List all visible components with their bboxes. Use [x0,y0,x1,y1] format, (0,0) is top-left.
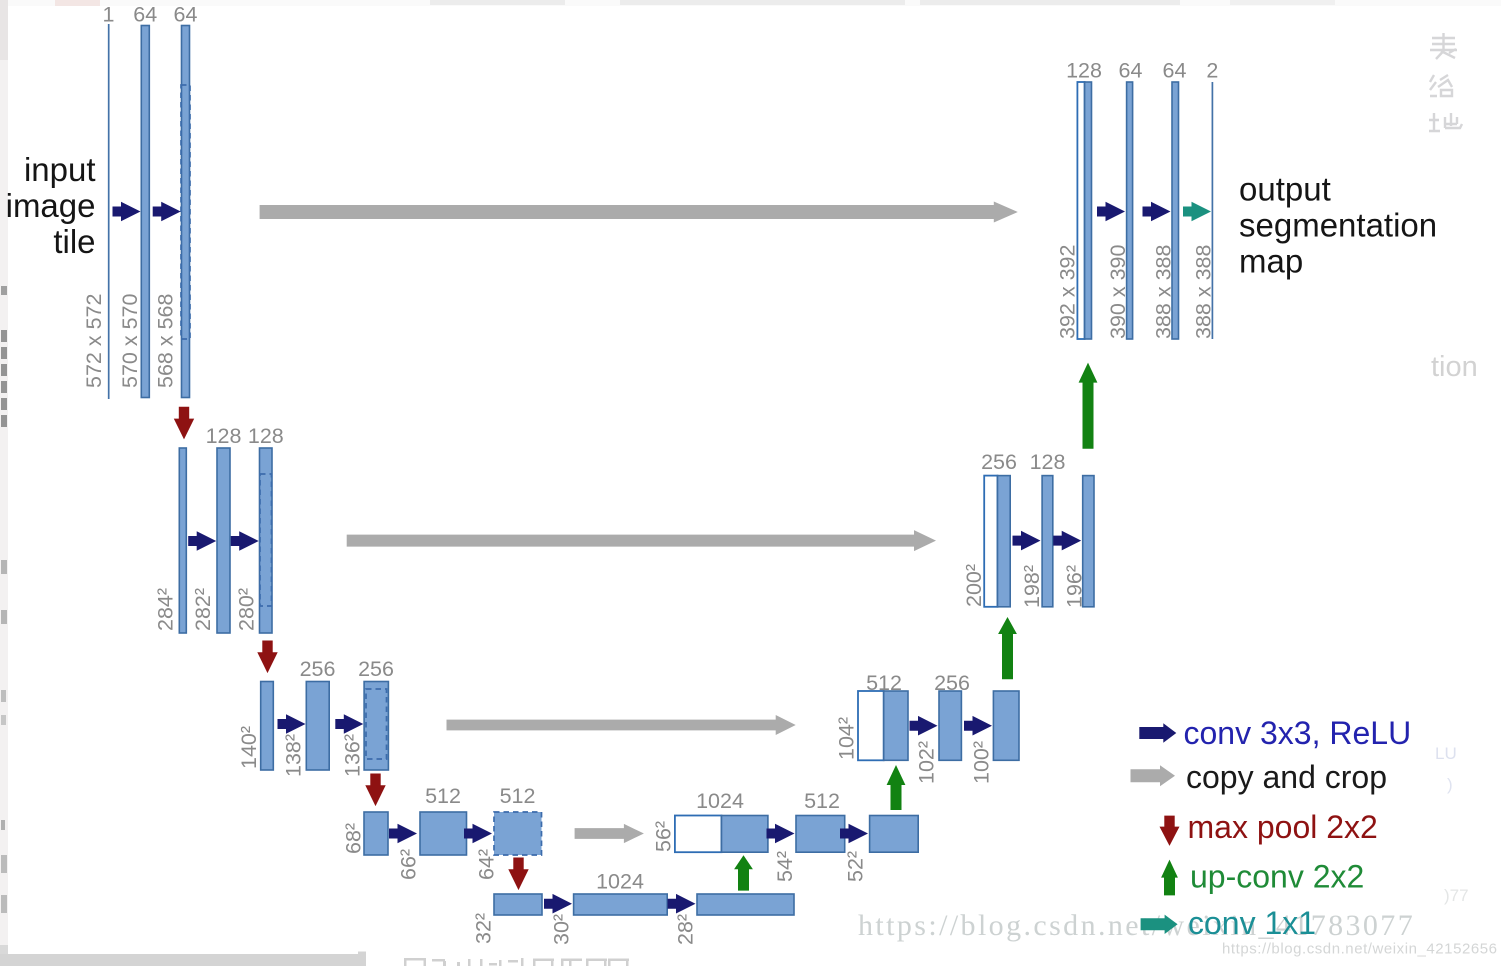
svg-text:up-conv 2x2: up-conv 2x2 [1190,859,1364,895]
svg-text:https://blog.csdn.net/weixin_4: https://blog.csdn.net/weixin_42152656 [1222,941,1498,958]
svg-text:54²: 54² [773,851,797,882]
svg-text:512: 512 [866,671,902,695]
svg-text:max pool 2x2: max pool 2x2 [1188,809,1378,845]
svg-text:256: 256 [981,450,1017,474]
svg-text:128: 128 [206,424,242,448]
svg-text:copy and crop: copy and crop [1186,759,1387,795]
svg-text:128: 128 [1030,450,1066,474]
svg-text:conv 1x1: conv 1x1 [1188,905,1316,941]
svg-text:tion: tion [1431,351,1478,383]
svg-text:map: map [1239,243,1303,280]
svg-text:32²: 32² [472,913,496,944]
svg-text:256: 256 [300,657,336,681]
svg-text:128: 128 [248,424,284,448]
svg-text:input: input [24,151,96,188]
svg-text:128: 128 [1066,59,1102,83]
svg-text:392 x 392: 392 x 392 [1056,245,1080,339]
svg-text:1024: 1024 [596,870,644,894]
svg-text:56²: 56² [652,821,676,852]
svg-text:198²: 198² [1020,565,1044,608]
svg-text:64: 64 [133,3,157,27]
svg-text:1: 1 [103,3,115,27]
svg-text:512: 512 [500,784,536,808]
svg-text:): ) [1447,775,1453,794]
svg-text:256: 256 [934,671,970,695]
svg-text:64: 64 [174,3,198,27]
svg-text:140²: 140² [237,726,261,769]
svg-text:30²: 30² [550,914,574,945]
svg-text:LU: LU [1435,744,1457,763]
svg-text:104²: 104² [835,717,859,760]
svg-text:64: 64 [1163,59,1187,83]
svg-text:138²: 138² [282,734,306,777]
svg-text:568 x 568: 568 x 568 [154,294,178,388]
svg-text:1024: 1024 [696,789,744,813]
svg-text:388 x 388: 388 x 388 [1152,245,1176,339]
svg-text:)77: )77 [1444,886,1469,905]
svg-text:570 x 570: 570 x 570 [118,294,142,388]
svg-text:output: output [1239,171,1331,208]
svg-text:66²: 66² [397,849,421,880]
svg-text:image: image [6,187,96,224]
svg-text:196²: 196² [1063,565,1087,608]
svg-text:28²: 28² [674,914,698,945]
svg-text:284²: 284² [153,588,177,631]
svg-text:2: 2 [1206,59,1218,83]
svg-text:https://blog.csdn.net/weixin_4: https://blog.csdn.net/weixin_41783077 [858,909,1415,942]
svg-text:572 x 572: 572 x 572 [82,294,106,388]
svg-text:68²: 68² [342,823,366,854]
svg-text:282²: 282² [191,588,215,631]
svg-text:conv 3x3, ReLU: conv 3x3, ReLU [1184,715,1412,751]
svg-text:512: 512 [804,789,840,813]
svg-text:512: 512 [425,784,461,808]
svg-text:280²: 280² [235,588,259,631]
svg-text:tile: tile [53,223,95,260]
svg-text:388 x 388: 388 x 388 [1192,245,1216,339]
svg-text:segmentation: segmentation [1239,207,1437,244]
svg-text:390 x 390: 390 x 390 [1106,245,1130,339]
svg-text:256: 256 [358,657,394,681]
svg-text:100²: 100² [970,741,994,784]
svg-text:52²: 52² [844,851,868,882]
svg-text:200²: 200² [962,564,986,607]
svg-text:64: 64 [1119,59,1143,83]
svg-text:102²: 102² [915,741,939,784]
svg-text:136²: 136² [341,734,365,777]
svg-text:64²: 64² [475,849,499,880]
